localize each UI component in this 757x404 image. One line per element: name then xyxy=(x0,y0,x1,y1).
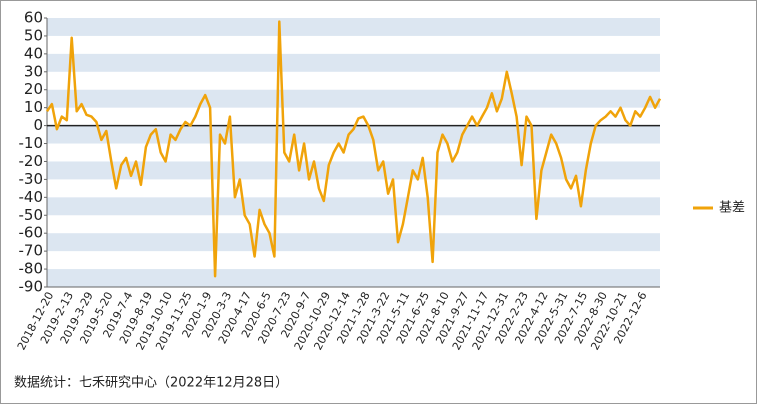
y-tick-label: 50 xyxy=(24,26,43,44)
footnote: 数据统计：七禾研究中心（2022年12月28日） xyxy=(14,376,288,391)
band xyxy=(47,161,660,180)
band xyxy=(47,53,660,72)
y-tick-label: 20 xyxy=(24,80,43,98)
y-tick-label: -30 xyxy=(19,170,44,188)
band xyxy=(47,197,660,216)
band xyxy=(47,233,660,252)
band xyxy=(47,89,660,108)
y-tick-label: -40 xyxy=(19,188,44,206)
y-tick-label: 40 xyxy=(24,44,43,62)
y-tick-label: -70 xyxy=(19,242,44,260)
band xyxy=(47,18,660,36)
y-tick-label: -20 xyxy=(19,152,44,170)
y-tick-label: -60 xyxy=(19,224,44,242)
y-tick-label: -80 xyxy=(19,260,44,278)
band xyxy=(47,125,660,144)
y-tick-label: 60 xyxy=(24,9,43,27)
y-tick-label: -50 xyxy=(19,206,44,224)
y-tick-label: 30 xyxy=(24,62,43,80)
series-line xyxy=(45,20,662,278)
y-tick-label: -90 xyxy=(19,278,44,296)
y-tick-label: 0 xyxy=(33,116,43,134)
y-tick-label: 10 xyxy=(24,98,43,116)
band xyxy=(47,269,660,287)
legend-label: 基差 xyxy=(719,201,745,216)
y-tick-label: -10 xyxy=(19,134,44,152)
